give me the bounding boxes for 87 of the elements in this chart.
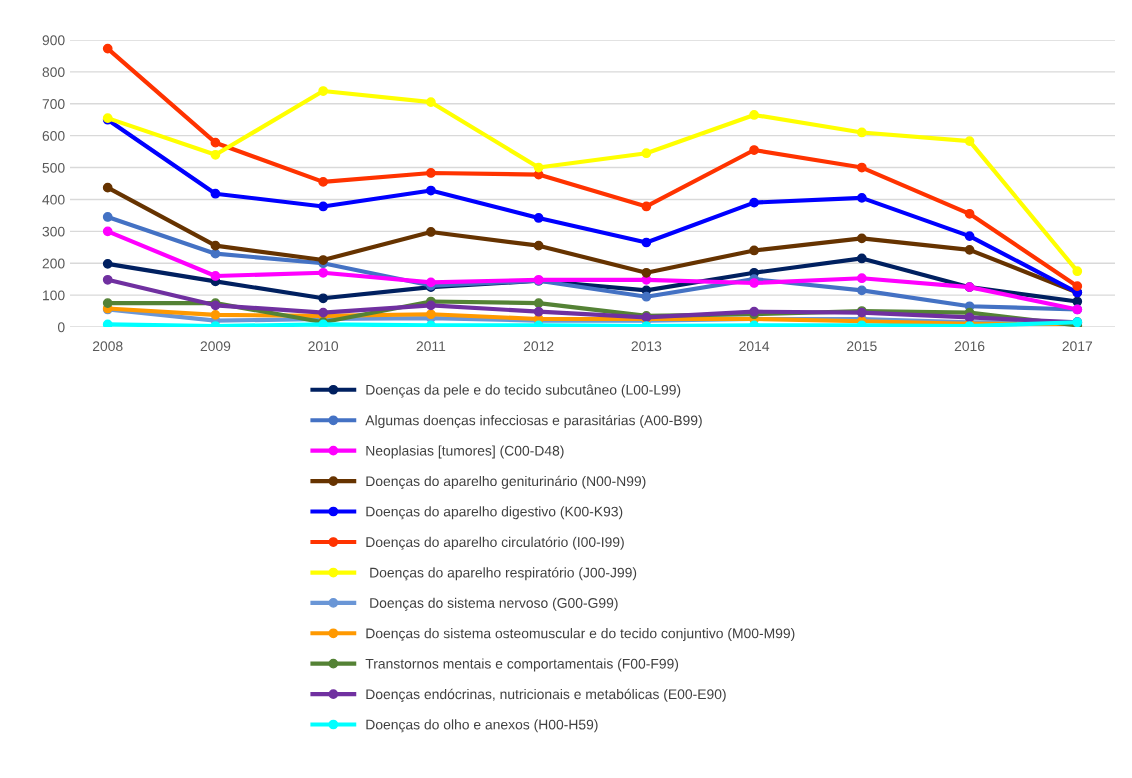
x-tick-label: 2015 [847, 341, 877, 352]
point [641, 291, 652, 302]
point [210, 188, 221, 199]
x-tick-label: 2016 [954, 341, 985, 352]
legend-label: Transtornos mentais e comportamentais (F00-F99) [365, 658, 679, 672]
point [856, 273, 867, 284]
point [964, 136, 975, 146]
point [426, 300, 436, 311]
point [964, 208, 975, 219]
point [856, 233, 867, 244]
legend-label: Doenças do aparelho circulatório (I00-I99) [366, 536, 624, 550]
y-tick-label: 500 [42, 162, 65, 173]
x-tick-label: 2010 [308, 341, 339, 352]
point [210, 240, 221, 251]
point [749, 197, 759, 208]
point [964, 244, 975, 255]
legend-label: Doenças do olho e anexos (H00-H59) [366, 719, 598, 733]
point [533, 298, 544, 308]
x-tick-label: 2009 [200, 341, 231, 352]
y-tick-label: 800 [42, 67, 65, 78]
point [210, 149, 221, 160]
legend-label: Doenças do aparelho digestivo (K00-K93) [366, 506, 623, 520]
legend-label: Doenças endócrinas, nutricionais e metabólicas (E00-E90) [366, 688, 726, 702]
point [426, 309, 436, 320]
point [318, 267, 329, 278]
point [749, 245, 759, 256]
point [856, 192, 867, 203]
point [641, 201, 652, 212]
point [856, 285, 867, 296]
point [641, 237, 652, 248]
x-tick-label: 2012 [523, 341, 554, 352]
point [102, 298, 113, 308]
point [533, 306, 544, 317]
point [533, 240, 544, 251]
y-tick-label: 200 [42, 258, 65, 269]
point [102, 43, 113, 54]
point [318, 255, 329, 265]
legend-label: Neoplasias [tumores] (C00-D48) [366, 445, 564, 459]
point [318, 177, 329, 187]
point [102, 182, 113, 193]
legend-label: Doenças do sistema osteomuscular e do tecido conjuntivo (M00-M99) [366, 628, 795, 642]
point [318, 293, 329, 304]
point [210, 137, 221, 148]
x-tick-label: 2017 [1062, 341, 1093, 352]
point [964, 231, 975, 241]
point [102, 226, 113, 237]
point [102, 274, 113, 285]
legend-label: Doenças do sistema nervoso (G00-G99) [370, 597, 618, 611]
point [533, 213, 544, 223]
point [426, 97, 436, 108]
y-tick-label: 600 [42, 131, 65, 141]
point [1072, 266, 1083, 277]
point [856, 127, 867, 138]
point [318, 201, 329, 212]
point [102, 258, 113, 269]
point [749, 145, 759, 155]
x-tick-label: 2013 [631, 341, 662, 352]
y-tick-label: 900 [42, 35, 65, 46]
x-tick-label: 2011 [416, 341, 446, 352]
x-tick-label: 2014 [739, 341, 770, 352]
y-tick-label: 100 [43, 290, 65, 301]
point [318, 86, 329, 96]
x-tick-label: 2008 [92, 341, 123, 352]
y-tick-label: 300 [42, 226, 65, 237]
point [210, 271, 221, 281]
point [426, 185, 436, 196]
y-tick-label: 0 [57, 322, 65, 333]
legend-label: Doenças do aparelho geniturinário (N00-N99) [366, 475, 646, 489]
point [641, 267, 652, 278]
y-tick-label: 700 [42, 99, 65, 109]
legend-label: Doenças da pele e do tecido subcutâneo (L00-L99) [366, 384, 681, 398]
legend-label: Algumas doenças infecciosas e parasitárias (A00-B99) [365, 414, 702, 429]
point [102, 212, 113, 222]
point [102, 319, 113, 327]
point [210, 310, 221, 320]
point [641, 148, 652, 159]
point [533, 162, 544, 173]
point [426, 168, 436, 178]
point [426, 227, 436, 237]
legend-label: Doenças do aparelho respiratório (J00-J99) [370, 567, 637, 581]
point [1072, 281, 1083, 292]
point [856, 162, 867, 173]
point [749, 278, 759, 288]
y-tick-label: 400 [42, 194, 65, 205]
point [749, 110, 759, 120]
point [964, 312, 975, 323]
point [856, 253, 867, 264]
